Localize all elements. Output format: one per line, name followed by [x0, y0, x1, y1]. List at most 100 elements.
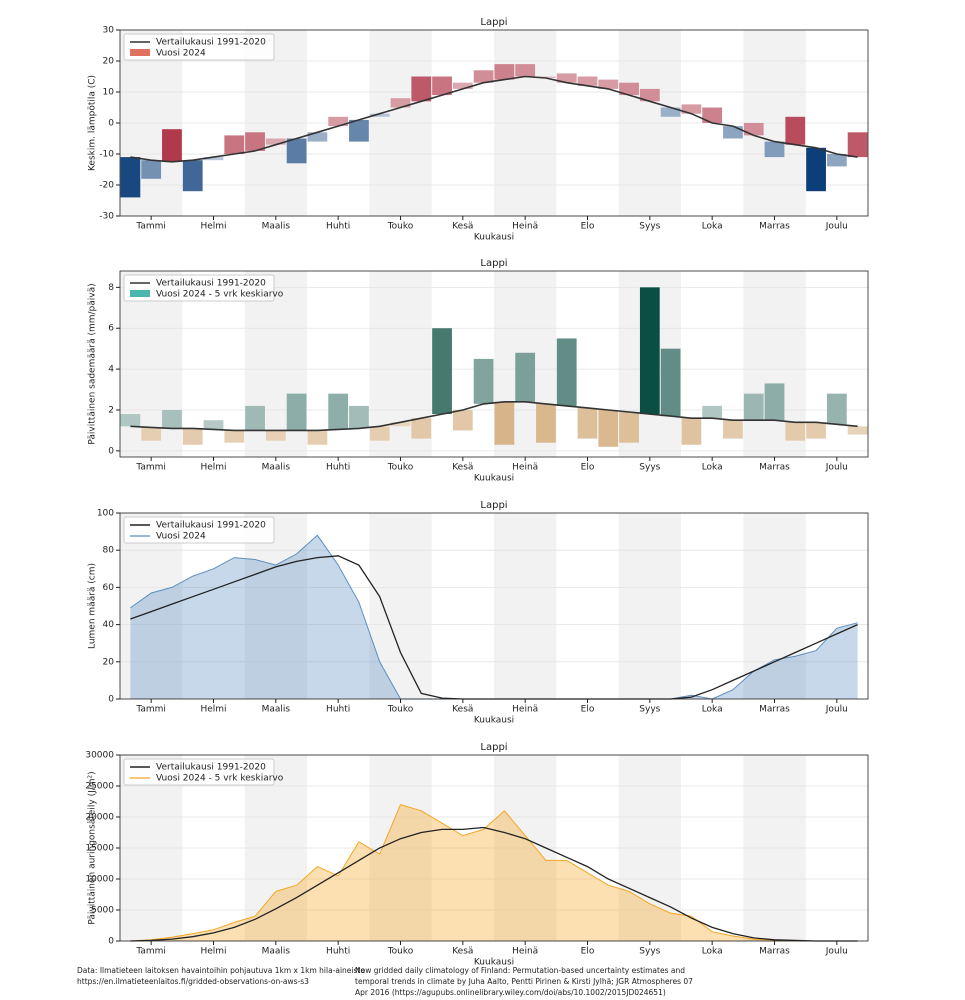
bar	[162, 129, 182, 162]
bar	[764, 141, 785, 158]
x-tick-label: Marras	[759, 222, 790, 232]
bar	[432, 76, 452, 96]
month-band	[120, 513, 183, 699]
x-tick-label: Tammi	[135, 705, 166, 715]
x-tick-label: Helmi	[200, 705, 226, 715]
bar	[452, 409, 473, 431]
x-tick-label: Joulu	[825, 947, 848, 957]
y-tick-label: 0	[108, 446, 114, 456]
bar	[806, 147, 826, 192]
legend-label: Vuosi 2024 - 5 vrk keskiarvo	[156, 290, 284, 300]
x-tick-label: Marras	[759, 947, 790, 957]
x-tick-label: Touko	[387, 705, 414, 715]
x-tick-label: Huhti	[326, 705, 350, 715]
y-tick-label: -20	[99, 181, 114, 191]
bar	[286, 393, 307, 431]
chart-title: Lappi	[480, 258, 507, 269]
x-tick-label: Tammi	[135, 222, 166, 232]
y-tick-label: 15000	[85, 844, 114, 854]
legend-label: Vuosi 2024	[156, 532, 206, 542]
footer-left: https://en.ilmatieteenlaitos.fi/gridded-…	[77, 977, 309, 986]
x-tick-label: Tammi	[135, 463, 166, 473]
y-tick-label: 25000	[85, 782, 114, 792]
x-tick-label: Tammi	[135, 947, 166, 957]
bar	[702, 405, 723, 419]
y-tick-label: 20000	[85, 813, 114, 823]
x-tick-label: Syys	[639, 463, 660, 473]
y-tick-label: 30	[103, 26, 115, 36]
x-tick-label: Loka	[702, 947, 723, 957]
y-axis-label: Päivittäinen auringonsäteily (J/m²)	[88, 771, 98, 924]
footer-right: temporal trends in climate by Juha Aalto…	[355, 977, 693, 986]
bar	[265, 138, 286, 145]
bar	[328, 116, 349, 127]
y-tick-label: 30000	[85, 751, 114, 761]
bar	[390, 422, 411, 427]
bar	[660, 107, 681, 117]
y-tick-label: 40	[103, 620, 115, 630]
bar	[411, 418, 432, 439]
bar	[224, 135, 245, 154]
y-tick-label: -10	[99, 150, 114, 160]
reference-line	[130, 826, 858, 942]
x-tick-label: Kesä	[452, 222, 473, 232]
x-tick-label: Elo	[581, 463, 595, 473]
y-axis-label: Päivittäinen sademäärä (mm/päivä)	[88, 283, 98, 444]
month-band	[244, 513, 307, 699]
x-tick-label: Huhti	[326, 947, 350, 957]
reference-line	[130, 401, 858, 432]
x-tick-label: Touko	[387, 222, 414, 232]
x-tick-label: Loka	[702, 705, 723, 715]
plot-frame	[119, 29, 869, 217]
month-band	[618, 513, 681, 699]
y-tick-label: 100	[97, 509, 114, 519]
legend-label: Vertailukausi 1991-2020	[156, 763, 266, 773]
bar	[826, 393, 847, 425]
y-tick-label: 8	[108, 283, 114, 293]
bar	[494, 64, 515, 80]
footer-right: New gridded daily climatology of Finland…	[355, 966, 685, 975]
bar	[349, 405, 369, 429]
y-tick-label: 20	[103, 657, 115, 667]
y-tick-label: 6	[108, 324, 114, 334]
bar	[785, 116, 806, 145]
x-tick-label: Kesä	[452, 463, 473, 473]
bar	[141, 160, 162, 179]
bar	[369, 426, 390, 441]
bar	[806, 422, 826, 439]
bar	[743, 123, 764, 136]
legend-label: Vertailukausi 1991-2020	[156, 279, 266, 289]
bar	[390, 98, 411, 108]
bar	[432, 328, 452, 415]
x-tick-label: Heinä	[512, 947, 538, 957]
bar	[494, 401, 515, 445]
y-tick-label: 60	[103, 583, 115, 593]
x-tick-label: Marras	[759, 463, 790, 473]
bar	[556, 73, 577, 83]
bar	[182, 160, 203, 192]
bar	[515, 64, 536, 77]
bar	[619, 412, 639, 443]
bar	[619, 82, 639, 96]
x-tick-label: Heinä	[512, 705, 538, 715]
bar	[182, 428, 203, 445]
bar	[141, 427, 162, 441]
bar	[286, 138, 307, 164]
x-tick-label: Joulu	[825, 463, 848, 473]
x-axis-label: Kuukausi	[474, 958, 514, 968]
y-tick-label: 0	[108, 119, 114, 129]
y-tick-label: 4	[108, 365, 114, 375]
bar	[723, 126, 743, 139]
x-tick-label: Elo	[581, 947, 595, 957]
x-tick-label: Kesä	[452, 705, 473, 715]
x-tick-label: Maalis	[262, 463, 291, 473]
bar	[452, 82, 473, 89]
legend-box	[123, 758, 275, 786]
bar	[639, 88, 660, 102]
bar	[660, 348, 681, 417]
bar	[556, 338, 577, 406]
bar	[120, 157, 141, 198]
bar	[224, 430, 245, 443]
y-tick-label: 0	[108, 695, 114, 705]
bar	[681, 104, 702, 114]
